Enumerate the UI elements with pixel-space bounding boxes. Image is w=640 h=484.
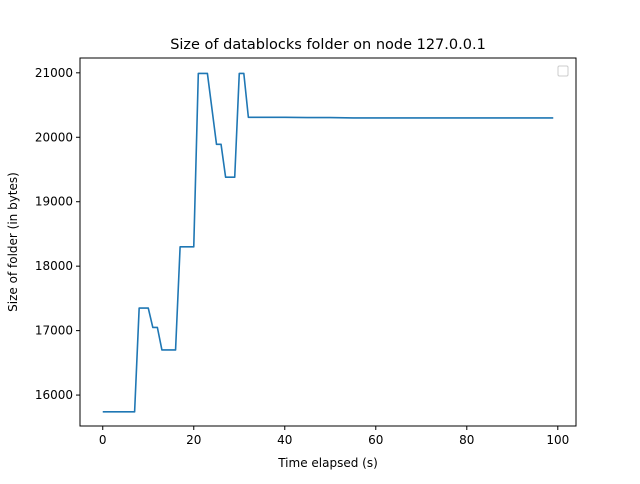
x-axis-ticks: 0 20 40 60 80 100 <box>99 426 569 447</box>
chart-title: Size of datablocks folder on node 127.0.… <box>170 37 486 53</box>
x-tick-label: 20 <box>186 433 201 447</box>
x-tick-label: 60 <box>368 433 383 447</box>
y-tick-label: 21000 <box>35 66 73 80</box>
y-tick-label: 17000 <box>35 324 73 338</box>
axes-frame <box>79 57 577 427</box>
x-tick-label: 80 <box>459 433 474 447</box>
y-tick-label: 19000 <box>35 195 73 209</box>
legend-box <box>557 65 569 77</box>
y-tick-label: 16000 <box>35 388 73 402</box>
x-axis-label: Time elapsed (s) <box>277 456 378 470</box>
x-tick-label: 100 <box>546 433 569 447</box>
y-tick-label: 20000 <box>35 130 73 144</box>
y-axis-label: Size of folder (in bytes) <box>6 172 20 312</box>
y-tick-label: 18000 <box>35 259 73 273</box>
x-tick-label: 40 <box>277 433 292 447</box>
y-axis-ticks: 16000 17000 18000 19000 20000 21000 <box>35 66 80 402</box>
plot-area <box>79 57 577 427</box>
series-line-0 <box>102 72 554 413</box>
x-tick-label: 0 <box>99 433 107 447</box>
